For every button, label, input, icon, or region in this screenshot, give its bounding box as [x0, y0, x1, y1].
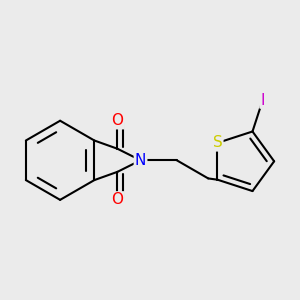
Text: O: O [112, 113, 124, 128]
Text: I: I [260, 93, 265, 108]
Text: O: O [112, 192, 124, 207]
Text: S: S [213, 135, 222, 150]
Text: N: N [135, 153, 146, 168]
